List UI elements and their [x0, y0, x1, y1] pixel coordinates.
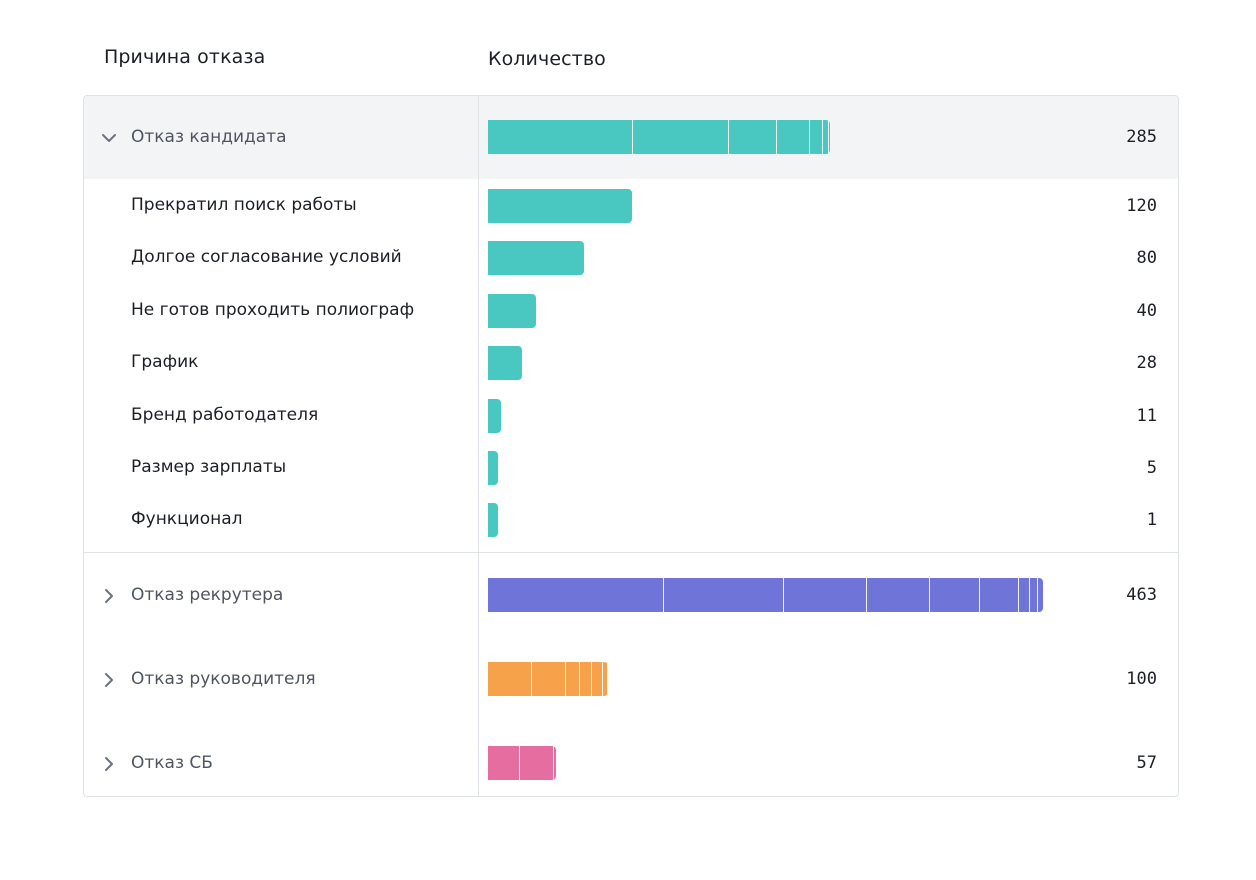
- child-label: Бренд работодателя: [131, 404, 319, 425]
- group-row[interactable]: Отказ кандидата 285: [84, 96, 1178, 179]
- child-value: 80: [1136, 248, 1157, 269]
- group-label[interactable]: Отказ рекрутера: [131, 584, 284, 605]
- group-row[interactable]: Отказ руководителя 100: [84, 637, 1178, 721]
- bar-segment-divider: [865, 577, 867, 612]
- child-label: Долгое согласование условий: [131, 247, 402, 268]
- bar-segment-divider: [564, 661, 566, 696]
- child-value: 5: [1146, 458, 1157, 478]
- bar: [488, 241, 584, 276]
- child-value: 40: [1136, 300, 1157, 321]
- column-divider: [478, 96, 479, 796]
- bar-segment-divider: [519, 745, 521, 780]
- bar-segment-divider: [822, 120, 824, 154]
- bar: [488, 661, 608, 696]
- group-label[interactable]: Отказ кандидата: [131, 127, 287, 147]
- bar: [488, 451, 498, 485]
- row-divider: [84, 551, 1178, 553]
- bar-segment-divider: [979, 577, 981, 612]
- bar: [488, 398, 502, 433]
- group-value: 285: [1126, 127, 1157, 147]
- list-item: Не готов проходить полиограф 40: [84, 286, 1178, 338]
- list-item: График 28: [84, 338, 1178, 390]
- group-row[interactable]: Отказ рекрутера 463: [84, 553, 1178, 637]
- list-item: Размер зарплаты 5: [84, 443, 1178, 495]
- child-value: 1: [1146, 510, 1157, 531]
- bar: [488, 120, 830, 154]
- bar-segment-divider: [663, 577, 664, 612]
- bar-segment-divider: [601, 661, 603, 696]
- child-value: 28: [1136, 353, 1157, 374]
- bar-segment-divider: [531, 661, 533, 696]
- column-header-count: Количество: [488, 48, 606, 70]
- group-label[interactable]: Отказ руководителя: [131, 668, 316, 689]
- list-item: Долгое согласование условий 80: [84, 233, 1178, 285]
- chevron-right-icon[interactable]: [100, 671, 118, 689]
- bar-segment-divider: [552, 745, 554, 780]
- chevron-right-icon[interactable]: [100, 755, 118, 773]
- child-label: Размер зарплаты: [131, 457, 287, 477]
- bar: [488, 346, 522, 381]
- bar-segment-divider: [929, 577, 931, 612]
- child-label: Функционал: [131, 509, 243, 530]
- bar-segment-divider: [579, 661, 581, 696]
- chevron-down-icon[interactable]: [100, 129, 118, 147]
- group-value: 57: [1136, 752, 1157, 773]
- bar-segment-divider: [631, 120, 633, 154]
- child-label: График: [131, 352, 199, 373]
- group-value: 100: [1126, 668, 1157, 689]
- child-label: Не готов проходить полиограф: [131, 299, 415, 320]
- child-value: 11: [1136, 405, 1157, 426]
- chevron-right-icon[interactable]: [100, 587, 118, 605]
- bar: [488, 293, 536, 328]
- list-item: Прекратил поиск работы 120: [84, 181, 1178, 233]
- bar: [488, 577, 1043, 612]
- bar-segment-divider: [1017, 577, 1019, 612]
- bar: [488, 189, 632, 223]
- group-value: 463: [1126, 584, 1157, 605]
- child-label: Прекратил поиск работы: [131, 195, 357, 215]
- bar: [488, 745, 557, 780]
- bar-segment-divider: [591, 661, 593, 696]
- bar-segment-divider: [606, 661, 608, 696]
- group-label[interactable]: Отказ СБ: [131, 752, 213, 773]
- bar-segment-divider: [775, 120, 777, 154]
- bar-segment-divider: [1037, 577, 1038, 612]
- bar-segment-divider: [809, 120, 811, 154]
- child-value: 120: [1126, 196, 1157, 216]
- bar-segment-divider: [828, 120, 830, 154]
- column-header-reason: Причина отказа: [104, 46, 266, 68]
- list-item: Функционал 1: [84, 495, 1178, 547]
- bar-segment-divider: [727, 120, 729, 154]
- rejection-reasons-table: Отказ кандидата 285 Прекратил поиск работы…: [83, 95, 1179, 797]
- list-item: Бренд работодателя 11: [84, 391, 1178, 443]
- bar-segment-divider: [782, 577, 784, 612]
- bar-segment-divider: [1028, 577, 1030, 612]
- bar: [488, 503, 498, 538]
- group-row[interactable]: Отказ СБ 57: [84, 721, 1178, 796]
